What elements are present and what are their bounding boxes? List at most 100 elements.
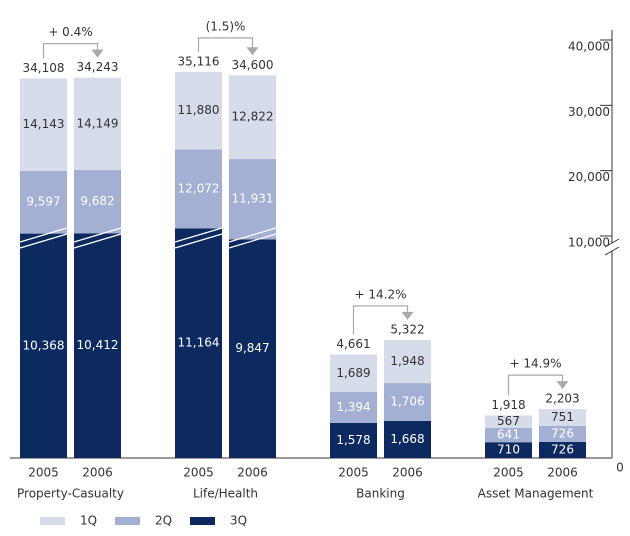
y-tick-label: 20,000	[568, 170, 610, 184]
break-line	[228, 233, 277, 249]
legend-label: 1Q	[80, 514, 97, 528]
annotation-bracket	[42, 43, 99, 59]
value-label: 1,578	[336, 433, 370, 447]
total-label: 34,600	[232, 58, 274, 72]
value-label: 14,149	[77, 116, 119, 130]
value-label: 11,931	[232, 192, 274, 206]
y-tick-label: 10,000	[568, 236, 610, 250]
legend-swatch	[190, 517, 215, 525]
break-line	[73, 227, 122, 243]
value-label: 1,689	[336, 366, 370, 380]
y-tick-label: 0	[616, 461, 624, 475]
value-label: 726	[551, 426, 574, 440]
bar-segment	[539, 425, 586, 442]
bar-segment	[384, 420, 431, 458]
annotation-arrow	[246, 47, 259, 56]
legend-label: 2Q	[155, 514, 172, 528]
break-line	[19, 233, 68, 249]
value-label: 12,072	[178, 181, 220, 195]
x-tick-label: 2006	[82, 466, 113, 480]
group-label: Banking	[356, 487, 405, 501]
annotation-arrow	[401, 311, 414, 320]
value-label: 10,412	[77, 338, 119, 352]
x-tick-label: 2006	[392, 466, 423, 480]
value-label: 641	[497, 428, 520, 442]
bar-segment	[539, 441, 586, 458]
annotation: + 0.4%	[48, 25, 92, 39]
value-label: 14,143	[23, 117, 65, 131]
annotation: + 14.9%	[510, 357, 562, 371]
value-label: 726	[551, 442, 574, 456]
bar-segment	[229, 239, 276, 458]
total-label: 4,661	[336, 337, 370, 351]
bar-segment	[74, 233, 121, 458]
total-label: 34,243	[77, 60, 119, 74]
break-line	[73, 233, 122, 249]
annotation-bracket	[197, 37, 254, 53]
bar-segment	[384, 383, 431, 421]
bar-segment	[175, 228, 222, 458]
annotation: (1.5)%	[206, 19, 246, 33]
y-tick-label: 40,000	[568, 40, 610, 54]
value-label: 9,847	[235, 341, 269, 355]
value-label: 710	[497, 443, 520, 457]
value-label: 1,706	[390, 395, 424, 409]
value-label: 751	[551, 410, 574, 424]
value-label: 1,668	[390, 432, 424, 446]
bar-segment	[20, 170, 67, 234]
group-label: Life/Health	[193, 487, 258, 501]
total-label: 2,203	[545, 392, 579, 406]
bar-segment	[330, 422, 377, 458]
break-line	[174, 227, 223, 243]
bar-segment	[229, 75, 276, 160]
x-tick-label: 2005	[338, 466, 369, 480]
legend-label: 3Q	[230, 514, 247, 528]
bar-segment	[485, 415, 532, 429]
bar-segment	[330, 354, 377, 393]
bar-segment	[175, 71, 222, 150]
value-label: 1,948	[390, 354, 424, 368]
value-label: 567	[497, 414, 520, 428]
axis-break-mark	[604, 246, 620, 256]
value-label: 12,822	[232, 110, 274, 124]
annotation-arrow	[556, 381, 569, 390]
value-label: 11,164	[178, 336, 220, 350]
x-tick-label: 2006	[547, 466, 578, 480]
x-tick-label: 2005	[28, 466, 59, 480]
bar-segment	[485, 442, 532, 458]
value-label: 10,368	[23, 338, 65, 352]
break-line	[19, 227, 68, 243]
break-line	[228, 227, 277, 243]
total-label: 34,108	[23, 61, 65, 75]
total-label: 35,116	[178, 54, 220, 68]
group-label: Property-Casualty	[17, 487, 124, 501]
bar-segment	[485, 428, 532, 443]
value-label: 11,880	[178, 103, 220, 117]
break-line	[174, 233, 223, 249]
y-tick-label: 30,000	[568, 105, 610, 119]
bar-segment	[175, 149, 222, 229]
legend-swatch	[40, 517, 65, 525]
x-tick-label: 2006	[237, 466, 268, 480]
x-tick-label: 2005	[183, 466, 214, 480]
value-label: 9,597	[26, 195, 60, 209]
bar-segment	[384, 339, 431, 384]
value-label: 9,682	[80, 194, 114, 208]
bar-segment	[330, 392, 377, 423]
total-label: 1,918	[491, 398, 525, 412]
annotation-bracket	[507, 374, 564, 396]
bar-segment	[74, 77, 121, 171]
bar-segment	[20, 78, 67, 171]
group-label: Asset Management	[478, 487, 594, 501]
bar-segment	[20, 233, 67, 458]
axis-break-mark	[604, 238, 620, 248]
bar-segment	[74, 170, 121, 234]
axis-break-gap	[606, 243, 618, 251]
value-label: 1,394	[336, 400, 370, 414]
annotation-bracket	[352, 305, 409, 335]
annotation-arrow	[91, 49, 104, 58]
annotation: + 14.2%	[355, 287, 407, 301]
bar-segment	[539, 409, 586, 426]
total-label: 5,322	[390, 322, 424, 336]
